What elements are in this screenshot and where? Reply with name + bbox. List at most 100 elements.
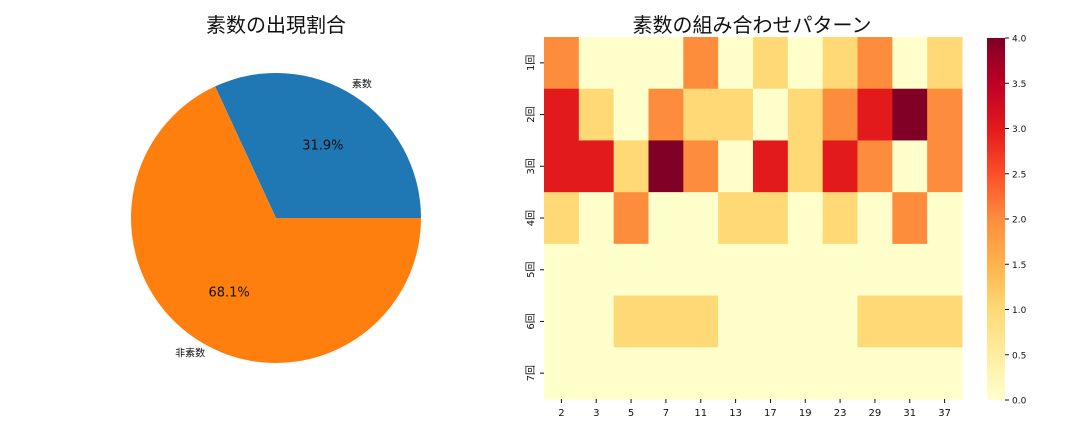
heatmap-cell xyxy=(718,347,754,400)
heatmap-cell xyxy=(892,295,928,348)
heatmap-cell xyxy=(822,295,858,348)
heatmap-cell xyxy=(753,295,789,348)
heatmap-cell xyxy=(613,192,649,245)
heatmap-cell xyxy=(718,37,754,90)
heatmap-cell xyxy=(753,37,789,90)
heatmap-cell xyxy=(648,347,684,400)
heatmap-cell xyxy=(857,243,893,297)
heatmap-cell xyxy=(718,88,754,141)
colorbar-tick-label: 3.5 xyxy=(1012,80,1026,90)
heatmap-cell xyxy=(787,88,824,141)
heatmap-cell xyxy=(927,243,963,297)
heatmap-cell xyxy=(892,243,928,297)
y-tick-label: 4回 xyxy=(525,210,537,226)
x-tick-label: 19 xyxy=(799,408,812,419)
heatmap-cell xyxy=(787,295,824,348)
heatmap-cell xyxy=(927,140,963,193)
heatmap-cell xyxy=(578,243,615,297)
heatmap-cell xyxy=(753,243,789,297)
heatmap-cell xyxy=(544,140,580,193)
heatmap-cell xyxy=(822,140,858,193)
y-tick-label: 5回 xyxy=(525,262,537,278)
pie-chart: 31.9% 素数 68.1% 非素数 xyxy=(131,72,422,363)
heatmap-cell xyxy=(613,295,649,348)
x-tick-label: 17 xyxy=(764,408,777,419)
heatmap-cell xyxy=(787,37,824,90)
heatmap-cell xyxy=(648,192,684,245)
heatmap-cell xyxy=(822,243,858,297)
heatmap-cell xyxy=(613,243,649,297)
heatmap-cell xyxy=(683,88,719,141)
heatmap-cell xyxy=(718,243,754,297)
y-tick-label: 3回 xyxy=(525,158,537,174)
heatmap-cell xyxy=(648,295,684,348)
heatmap-cell xyxy=(683,140,719,193)
heatmap-cell xyxy=(927,192,963,245)
heatmap-cell xyxy=(857,88,893,141)
heatmap-cell xyxy=(822,88,858,141)
heatmap-cell xyxy=(544,88,580,141)
heatmap-cell xyxy=(544,192,580,245)
heatmap-cell xyxy=(683,243,719,297)
heatmap-cell xyxy=(857,37,893,90)
heatmap-cell xyxy=(892,347,928,400)
y-tick-label: 1回 xyxy=(525,55,537,71)
heatmap-cell xyxy=(822,192,858,245)
heatmap-cell xyxy=(613,37,649,90)
pie-pct-label-2: 68.1% xyxy=(208,285,249,300)
heatmap-cell xyxy=(822,37,858,90)
heatmap-cell xyxy=(648,37,684,90)
heatmap-cell xyxy=(892,192,928,245)
heatmap-cell xyxy=(857,347,893,400)
heatmap-cell xyxy=(544,243,580,297)
heatmap-cell xyxy=(578,140,615,193)
heatmap-cell xyxy=(787,243,824,297)
x-tick-label: 29 xyxy=(869,408,882,419)
heatmap-cell xyxy=(857,192,893,245)
colorbar-tick-label: 4.0 xyxy=(1012,35,1027,45)
x-tick-label: 7 xyxy=(663,408,669,419)
x-tick-label: 11 xyxy=(694,408,707,419)
heatmap-cell xyxy=(753,192,789,245)
colorbar-tick-label: 0.0 xyxy=(1012,397,1027,407)
heatmap-cell xyxy=(753,347,789,400)
colorbar-tick-label: 1.0 xyxy=(1012,306,1027,316)
x-tick-label: 23 xyxy=(834,408,847,419)
heatmap-cell xyxy=(578,37,615,90)
heatmap-cell xyxy=(927,37,963,90)
heatmap-cell xyxy=(544,37,580,90)
heatmap-cell xyxy=(787,140,824,193)
heatmap-cell xyxy=(578,347,615,400)
heatmap-cell xyxy=(753,140,789,193)
heatmap-cell xyxy=(578,295,615,348)
x-tick-label: 31 xyxy=(903,408,916,419)
heatmap-cell xyxy=(648,243,684,297)
x-tick-label: 13 xyxy=(729,408,742,419)
heatmap-cell xyxy=(648,140,684,193)
pie-pct-label-1: 31.9% xyxy=(302,139,343,154)
x-tick-label: 2 xyxy=(558,408,564,419)
heatmap-cell xyxy=(683,192,719,245)
heatmap-cell xyxy=(787,192,824,245)
y-tick-label: 2回 xyxy=(525,106,537,122)
pie-title: 素数の出現割合 xyxy=(206,13,346,37)
x-tick-label: 37 xyxy=(938,408,951,419)
heatmap-cell xyxy=(683,295,719,348)
heatmap-cell xyxy=(648,88,684,141)
heatmap-cell xyxy=(753,88,789,141)
colorbar-tick-label: 1.5 xyxy=(1012,261,1026,271)
heatmap-cell xyxy=(683,37,719,90)
colorbar-tick-label: 2.5 xyxy=(1012,170,1026,180)
heatmap-cell xyxy=(578,192,615,245)
colorbar-tick-label: 0.5 xyxy=(1012,351,1026,361)
heatmap-cell xyxy=(718,140,754,193)
y-tick-label: 6回 xyxy=(525,313,537,329)
heatmap-cell xyxy=(544,295,580,348)
heatmap-cell xyxy=(718,295,754,348)
heatmap-cell xyxy=(857,295,893,348)
heatmap-cell xyxy=(718,192,754,245)
heatmap-cell xyxy=(822,347,858,400)
x-tick-label: 5 xyxy=(628,408,634,419)
heatmap-cell xyxy=(683,347,719,400)
